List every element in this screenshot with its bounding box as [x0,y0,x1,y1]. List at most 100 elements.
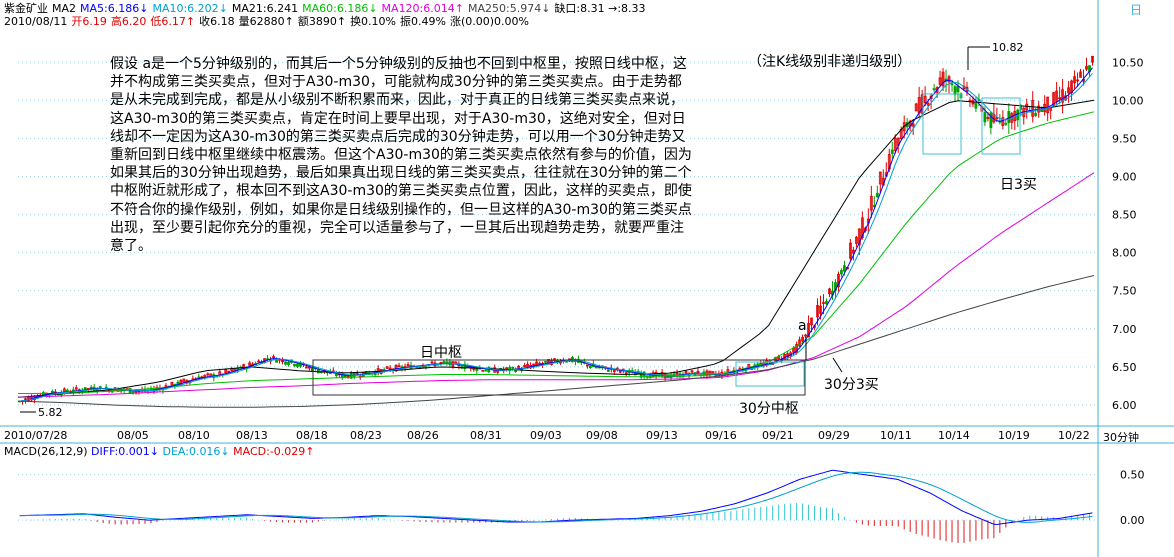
candle-body [801,336,804,342]
grid [18,61,1098,521]
price-tick: 6.50 [1112,361,1137,374]
candle-body [995,117,999,120]
bar-date: 2010/08/11 [4,15,68,28]
candle-body [131,390,135,393]
buy-day-label: 日3买 [1000,177,1037,193]
buy-30-arrow [832,357,843,373]
time-tick: 10/11 [880,429,912,442]
candle-body [1085,66,1088,70]
candle-body [1013,111,1017,122]
candle-body [989,112,993,129]
point-a-label: a [798,318,807,334]
corner-icon[interactable]: 日 [1130,3,1142,17]
candle-body [926,102,930,106]
ma-lines [17,67,1095,408]
gap-value: 缺口:8.31 →:8.33 [554,2,646,15]
candle-body [227,370,231,373]
ma-line-ma250 [17,275,1095,408]
time-tick: 09/08 [586,429,618,442]
price-tick: 9.00 [1112,171,1137,184]
candle-body [804,334,807,337]
time-tick-labels: 2010/07/28 08/05 08/10 08/13 08/18 08/23 08/26… [4,429,1090,442]
ma60-value: MA60:6.186↓ [302,2,378,15]
ma-line-ma5 [19,67,1093,402]
candle-body [484,369,488,372]
candle-body [986,117,990,119]
buy-30-label: 30分3买 [824,377,879,393]
candle-body [334,373,338,377]
candle-body [851,249,855,254]
candle-body [463,363,467,370]
price-tick-labels: 10.50 10.00 9.50 9.00 8.50 8.00 7.50 7.00 6.50 6.… [1112,56,1144,412]
candle-body [496,370,500,373]
header-row-1: 紫金矿业 MA2 MA5:6.186↓ MA10:6.202↓ MA21:6.241 MA… [4,2,650,15]
candle-body [588,365,592,369]
candle-body [1058,97,1062,100]
time-tick: 09/03 [530,429,562,442]
candle-body [272,356,275,358]
candle-body [1034,113,1038,116]
time-tick: 09/13 [646,429,678,442]
candle-body [293,363,296,367]
time-tick: 08/26 [407,429,439,442]
candle-body [711,371,715,374]
price-tick: 6.00 [1112,399,1137,412]
time-tick: 08/23 [350,429,382,442]
time-tick: 10/14 [938,429,970,442]
candle-body [1091,55,1094,63]
candle-body [1001,117,1005,126]
candle-body [1073,76,1076,84]
candle-body [218,371,222,375]
macd-tick-labels: 0.50 0.00 [1120,469,1145,527]
candle-body [532,363,535,367]
low-mark-label: 5.82 [38,406,63,419]
candle-body [134,390,138,393]
time-tick: 2010/07/28 [4,429,67,442]
candle-body [914,103,918,112]
candle-body [798,339,801,347]
candle-body [305,366,308,369]
candle-body [849,242,852,259]
ma120-value: MA120:6.014↑ [381,2,464,15]
price-tick: 10.00 [1112,94,1144,107]
macd-diff-line [19,469,1093,526]
time-tick: 09/29 [818,429,850,442]
candle-body [182,378,186,383]
daily-center-box [312,359,806,396]
stock-name: 紫金矿业 [4,2,48,15]
candle-body [929,95,933,99]
candle-body [911,123,915,127]
close-value: 收6.18 [199,15,235,28]
candle-body [585,364,589,367]
macd-tick: 0.50 [1120,469,1145,482]
candle-body [128,388,132,394]
candle-body [983,112,987,123]
candle-body [248,362,252,366]
candle-body [941,71,945,87]
candle-body [837,274,840,288]
candle-body [857,228,861,246]
k-level-note: （注K线级别非递归级别） [748,54,912,70]
candle-body [816,305,819,318]
candle-body [828,288,831,295]
ma5-value: MA5:6.186↓ [80,2,149,15]
candle-body [454,361,458,364]
candle-body [612,370,616,372]
candle-body [690,370,694,373]
candle-body [923,95,927,103]
candle-body [442,361,446,364]
macd-tick: 0.00 [1120,514,1145,527]
candle-body [1061,89,1065,103]
price-tick: 7.00 [1112,323,1137,336]
diff-value: DIFF:0.001↓ [91,445,159,458]
center-30-box [735,361,805,387]
change-value: 涨(0.00)0.00% [449,15,529,28]
macd-value: MACD:-0.029↑ [233,445,315,458]
candle-body [206,373,210,376]
macd-lines [19,469,1093,526]
time-tick: 08/13 [236,429,268,442]
price-tick: 8.00 [1112,247,1137,260]
analysis-note: 假设 a是一个5分钟级别的，而其后一个5分钟级别的反抽也不回到中枢里，按照日线中… [110,56,692,255]
candle-body [475,368,479,371]
high-value: 高6.20 [110,15,147,28]
